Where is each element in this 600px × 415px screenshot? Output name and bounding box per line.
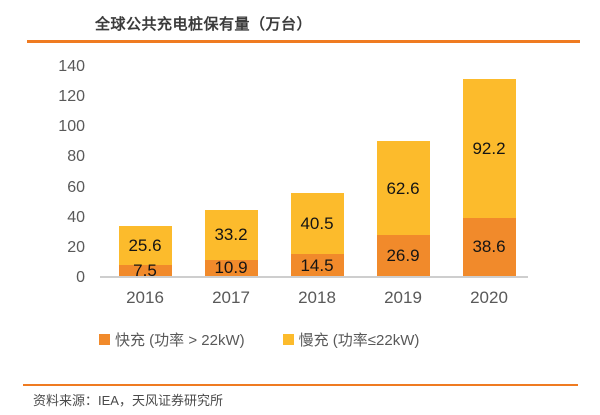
legend-label-fast: 快充 (功率 > 22kW) [115,332,245,349]
bar-segment-fast-2016: 7.5 [118,260,172,280]
bar-value-label: 62.6 [386,178,420,198]
bar-2016: 7.5 25.6 [118,226,172,280]
x-tick-label: 2018 [298,288,336,307]
bar-value-label: 33.2 [214,225,248,245]
y-tick-label: 20 [67,238,85,256]
bar-segment-fast-2017: 10.9 [204,258,258,278]
bar-value-label: 14.5 [300,255,334,275]
chart-title: 全球公共充电桩保有量（万台） [95,16,313,33]
x-tick-label: 2020 [470,288,508,307]
y-tick-label: 100 [58,118,85,136]
bottom-divider [23,384,578,386]
y-axis: 0 20 40 60 80 100 120 140 [38,59,85,286]
legend-swatch-slow-icon [282,334,294,345]
y-tick-label: 40 [67,208,85,226]
x-tick-label: 2017 [212,288,250,307]
bar-segment-fast-2019: 26.9 [376,235,430,276]
y-tick-label: 80 [67,148,85,166]
bar-segment-fast-2018: 14.5 [290,254,344,276]
x-tick-label: 2016 [126,288,164,307]
y-tick-label: 0 [76,269,85,286]
bar-2019: 26.9 62.6 [376,141,430,276]
bar-segment-slow-2020: 92.2 [462,78,516,218]
y-tick-label: 120 [58,88,85,106]
bar-segment-slow-2018: 40.5 [290,193,344,255]
bar-segment-slow-2016: 25.6 [118,226,172,265]
bar-value-label: 10.9 [214,258,248,278]
bar-value-label: 38.6 [472,237,506,257]
legend: 快充 (功率 > 22kW) 慢充 (功率≤22kW) [99,329,419,350]
bar-segment-slow-2017: 33.2 [204,209,258,260]
y-tick-label: 140 [58,58,85,75]
plot-area: 7.5 25.6 10.9 33.2 14.5 40.5 26.9 62.6 38.6 92.2 [100,67,528,280]
bar-2018: 14.5 40.5 [290,193,344,276]
bar-value-label: 26.9 [386,246,420,266]
bar-value-label: 7.5 [133,260,157,280]
bar-value-label: 40.5 [300,214,334,234]
source-note: 资料来源：IEA，天风证券研究所 [33,393,223,408]
top-divider [27,40,580,43]
bar-2017: 10.9 33.2 [204,209,258,278]
bar-segment-fast-2020: 38.6 [462,217,516,276]
legend-item-slow: 慢充 (功率≤22kW) [282,329,420,350]
bar-2020: 38.6 92.2 [462,78,516,276]
legend-item-fast: 快充 (功率 > 22kW) [99,329,245,350]
bar-value-label: 25.6 [128,235,162,255]
legend-swatch-fast-icon [99,334,110,345]
legend-label-slow: 慢充 (功率≤22kW) [298,332,420,349]
bar-value-label: 92.2 [472,138,506,158]
y-tick-label: 60 [67,178,85,196]
bar-segment-slow-2019: 62.6 [376,141,430,236]
x-tick-label: 2019 [384,288,422,307]
